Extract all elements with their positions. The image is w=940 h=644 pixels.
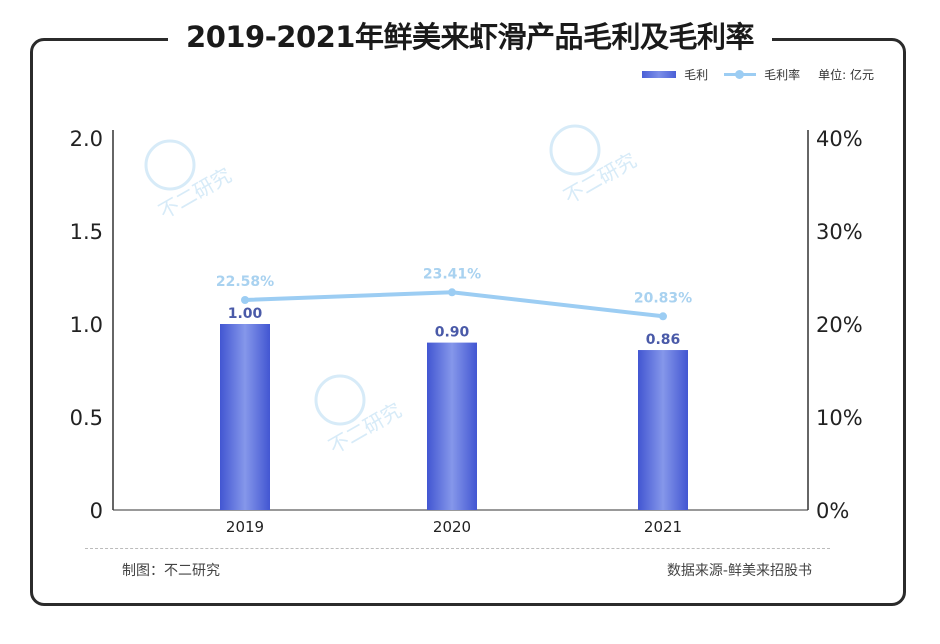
bar-2019: [220, 324, 270, 510]
bar-data-label: 0.86: [646, 332, 681, 348]
watermark-logo-icon: [549, 124, 601, 176]
line-point: [659, 312, 667, 321]
watermark-logo-icon: [144, 139, 196, 191]
line-data-label: 22.58%: [216, 274, 274, 290]
line-point: [241, 296, 249, 305]
chart-title: 2019-2021年鲜美来虾滑产品毛利及毛利率: [168, 20, 772, 54]
legend-line-label: 毛利率: [764, 68, 801, 82]
x-tick-label: 2020: [433, 518, 471, 536]
bar-2020: [427, 342, 477, 510]
y-tick-label: 1.5: [70, 220, 103, 244]
y-tick-label: 1.0: [70, 313, 103, 337]
watermark-logo-icon: [314, 374, 366, 426]
y-tick-label: 0.5: [70, 406, 103, 430]
footer-credit: 制图：不二研究: [122, 563, 220, 579]
line-series: [244, 290, 664, 319]
watermark-text: 不二研究: [559, 148, 640, 209]
x-tick-label: 2019: [226, 518, 264, 536]
chart-title-wrap: 2019-2021年鲜美来虾滑产品毛利及毛利率: [0, 14, 940, 56]
y2-tick-label: 40%: [816, 127, 863, 151]
watermark-text: 不二研究: [324, 398, 405, 459]
footer-divider: [85, 548, 830, 549]
watermark-text: 不二研究: [154, 163, 235, 224]
line-data-label: 20.83%: [634, 290, 692, 306]
legend-bar-label: 毛利: [684, 68, 709, 82]
bar-data-label: 0.90: [435, 325, 470, 341]
line-data-label: 23.41%: [423, 266, 481, 282]
y2-tick-label: 20%: [816, 313, 863, 337]
footer-source: 数据来源-鲜美来招股书: [666, 563, 812, 579]
legend: 毛利 毛利率 单位: 亿元: [642, 66, 874, 83]
legend-line-swatch: [724, 70, 757, 79]
line-point: [448, 288, 456, 297]
bar-data-label: 1.00: [228, 306, 263, 322]
y2-tick-label: 0%: [816, 499, 849, 523]
y2-tick-label: 10%: [816, 406, 863, 430]
y-tick-label: 2.0: [70, 127, 103, 151]
bar-2021: [638, 350, 688, 510]
unit-label: 单位: 亿元: [818, 68, 874, 82]
legend-bar-swatch: [642, 71, 677, 78]
x-tick-label: 2021: [644, 518, 682, 536]
y2-tick-label: 30%: [816, 220, 863, 244]
y-tick-label: 0: [90, 499, 103, 523]
